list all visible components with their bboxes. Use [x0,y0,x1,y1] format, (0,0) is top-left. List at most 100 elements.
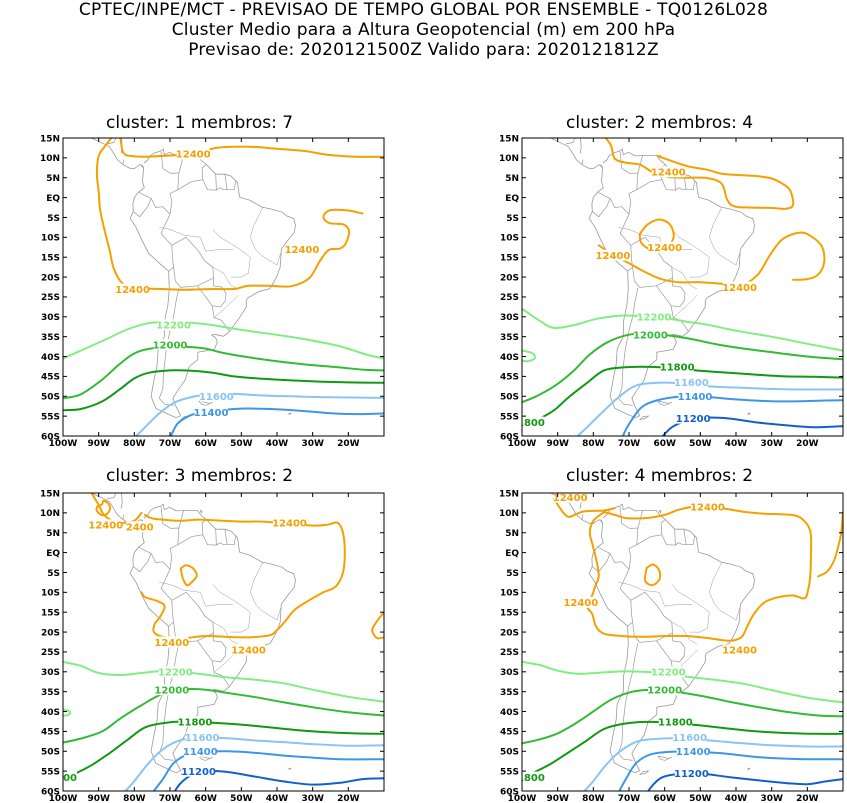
geopotential-contour [63,720,384,780]
state-border [709,207,740,266]
island-outline [198,755,213,761]
contour-label: 12400 [563,598,598,609]
geopotential-contour [152,750,384,791]
lon-label: 50W [689,439,712,449]
country-border [619,569,633,627]
header-line-2: Cluster Medio para a Altura Geopotencial… [171,20,676,40]
contour-label-bg [674,376,708,388]
contour-label-bg [651,166,685,178]
contour-label-bg [522,416,545,428]
lon-label: 50W [689,794,712,803]
island-outline [613,474,633,480]
geopotential-contour [63,687,384,744]
contour-label-bg [89,519,123,531]
lat-label: 10N [499,154,519,164]
geopotential-contour [621,395,843,436]
island-outline [143,480,147,482]
country-border [630,591,673,643]
state-border [673,294,698,318]
contour-label-bg [285,243,319,255]
lat-label: 60S [41,787,60,797]
contour-label: 11600 [199,392,234,403]
island-outline [657,400,672,406]
lat-label: 10N [40,509,60,519]
lat-label: 15S [41,609,60,619]
country-border [628,172,639,215]
country-border [133,198,152,218]
island-outline [586,462,611,472]
state-border [159,582,234,607]
lon-label: 40W [266,794,289,803]
island-outline [639,770,650,776]
island-outline [143,125,147,127]
country-border [661,534,695,546]
contour-label-bg [673,731,707,743]
lon-label: 30W [760,794,783,803]
map-content: 12400 12400 12400 12400 12200 12000 11800 11600… [522,138,843,436]
geopotential-contour [90,493,143,524]
contour-label: 11400 [194,408,229,419]
geopotential-contour [522,349,536,363]
lat-label: 55S [41,767,60,777]
geopotential-contour [95,499,112,517]
country-border [674,529,676,546]
contour-label: 12200 [158,668,193,679]
lon-label: 100W [49,794,78,803]
contour-label-bg [63,771,77,783]
lat-label: 45S [500,728,519,738]
coastline [579,138,582,154]
state-border [212,584,251,633]
lon-label: 60W [194,794,217,803]
contour-label-bg [194,406,228,418]
country-border [215,529,217,546]
lat-label: 40S [41,708,60,718]
contour-label-bg [182,765,216,777]
geopotential-contour [661,416,843,436]
geopotential-contour [63,660,384,703]
country-border [619,506,643,529]
island-outline [602,480,606,482]
geopotential-contour [169,407,384,436]
lat-label: 40S [500,353,519,363]
contour-label: 12400 [231,646,266,657]
contour-label: 12200 [637,313,672,324]
contour-label-bg [564,596,598,608]
lat-label: 20S [500,273,519,283]
map-frame [521,137,844,437]
country-border [581,514,584,520]
state-border [212,229,251,278]
country-border [683,529,687,545]
contour-label: 11200 [676,414,711,425]
island-outline [639,415,650,421]
lon-label: 60W [653,439,676,449]
country-border [160,569,174,627]
lat-label: 30S [41,668,60,678]
lon-label: 90W [87,794,110,803]
geopotential-contour [585,505,813,642]
country-border [597,546,630,570]
lat-label: 20S [41,273,60,283]
island-outline [127,107,152,117]
lat-label: 15S [500,609,519,619]
lat-label: 35S [500,333,519,343]
contour-label: 12000 [153,340,188,351]
lon-label: 70W [618,794,641,803]
lon-label: 40W [725,794,748,803]
contour-label-bg [651,666,685,678]
country-border [636,519,666,546]
lon-label: 80W [582,794,605,803]
contour-label-bg [674,767,708,779]
state-border [214,294,239,318]
lat-label: 50S [41,748,60,758]
lat-label: 55S [41,412,60,422]
contour-label: 11800 [660,362,695,373]
contour-label-bg [158,666,192,678]
lat-label: 5S [47,569,60,579]
contour-label: 12400 [596,251,631,262]
lat-label: 10S [41,234,60,244]
contour-label-bg [272,517,306,529]
contour-label: 12400 [88,521,123,532]
lat-label: 40S [500,708,519,718]
geopotential-contour [638,218,675,252]
state-border [671,229,710,278]
